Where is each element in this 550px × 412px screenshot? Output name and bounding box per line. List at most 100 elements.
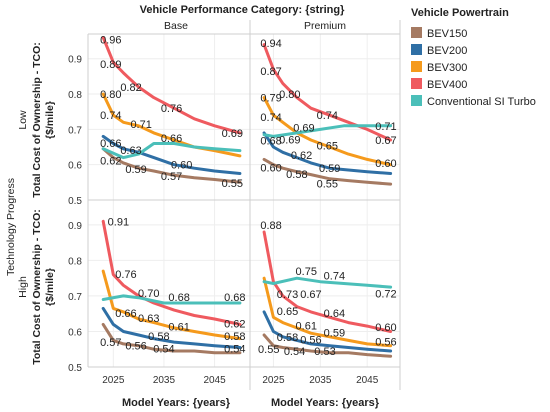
data-label: 0.71 xyxy=(375,121,396,133)
data-label: 0.60 xyxy=(171,160,192,172)
data-label: 0.87 xyxy=(260,66,281,78)
series-line-bev400 xyxy=(262,230,393,333)
series-line-bev300 xyxy=(262,276,393,348)
xlabel-base: Model Years: {years} xyxy=(122,397,231,409)
row-label-high: High xyxy=(17,276,29,298)
ylabel-high-line2: {$/mile} xyxy=(44,268,56,306)
data-label: 0.65 xyxy=(277,306,298,318)
data-label: 0.70 xyxy=(138,288,159,300)
data-label: 0.66 xyxy=(100,138,121,150)
data-label: 0.88 xyxy=(260,220,281,232)
series-line-conventional-si-turbo xyxy=(101,294,242,305)
data-label: 0.56 xyxy=(300,334,321,346)
data-label: 0.80 xyxy=(100,89,121,101)
ylabel-low-line2: {$/mile} xyxy=(44,101,56,139)
data-label: 0.55 xyxy=(222,178,243,190)
data-label: 0.58 xyxy=(286,169,307,181)
data-label: 0.67 xyxy=(375,135,396,147)
x-tick-label: 2025 xyxy=(262,375,285,386)
data-label: 0.63 xyxy=(120,145,141,157)
column-label-premium: Premium xyxy=(304,20,346,32)
legend-swatch-bev200 xyxy=(411,44,422,55)
series-line-bev300 xyxy=(262,96,393,167)
data-label: 0.74 xyxy=(100,110,121,122)
y-tick-label: 0.8 xyxy=(68,90,82,101)
column-label-base: Base xyxy=(164,20,188,32)
data-label: 0.73 xyxy=(277,289,298,301)
data-label: 0.62 xyxy=(100,155,121,167)
data-label: 0.61 xyxy=(168,321,189,333)
series-line-bev400 xyxy=(101,36,242,135)
data-label: 0.57 xyxy=(161,171,182,183)
data-label: 0.53 xyxy=(314,346,335,358)
data-label: 0.74 xyxy=(324,271,345,283)
data-label: 0.69 xyxy=(279,134,300,146)
series-line-bev200 xyxy=(262,310,393,353)
legend-label-conventional-si-turbo: Conventional SI Turbo xyxy=(427,96,536,108)
legend-label-bev400: BEV400 xyxy=(427,79,467,91)
legend-title: Vehicle Powertrain xyxy=(411,7,509,19)
series-line-bev200 xyxy=(262,131,393,175)
row-header: Technology Progress xyxy=(5,178,17,276)
data-label: 0.61 xyxy=(296,320,317,332)
panel-high-premium: 0.88 0.75 0.74 0.72 0.73 0.670.65 0.64 0.60 0.61… xyxy=(250,200,400,368)
data-label: 0.68 xyxy=(224,292,245,304)
legend-swatch-bev150 xyxy=(411,27,422,38)
series-line-bev150 xyxy=(262,333,393,358)
data-label: 0.82 xyxy=(120,82,141,94)
series-line-bev300 xyxy=(101,269,242,341)
data-label: 0.91 xyxy=(108,216,129,228)
data-label: 0.54 xyxy=(284,346,305,358)
legend-swatch-conventional-si-turbo xyxy=(411,95,422,106)
series-line-conventional-si-turbo xyxy=(262,276,393,289)
data-label: 0.71 xyxy=(130,119,151,131)
series-line-bev200 xyxy=(101,306,242,349)
series-line-bev200 xyxy=(101,134,242,175)
data-label: 0.54 xyxy=(224,344,245,356)
data-label: 0.64 xyxy=(324,308,345,320)
y-tick-label: 0.7 xyxy=(68,125,82,136)
data-label: 0.58 xyxy=(277,332,298,344)
series-line-bev150 xyxy=(262,157,393,186)
data-label: 0.60 xyxy=(375,322,396,334)
y-tick-label: 0.5 xyxy=(68,196,82,207)
y-tick-label: 0.7 xyxy=(68,292,82,303)
data-label: 0.59 xyxy=(319,163,340,175)
series-line-bev400 xyxy=(101,219,242,326)
y-tick-label: 0.5 xyxy=(68,363,82,374)
data-label: 0.59 xyxy=(324,328,345,340)
data-label: 0.74 xyxy=(260,112,281,124)
data-label: 0.57 xyxy=(100,337,121,349)
data-label: 0.56 xyxy=(125,341,146,353)
legend-label-bev300: BEV300 xyxy=(427,62,467,74)
data-label: 0.75 xyxy=(296,266,317,278)
data-label: 0.59 xyxy=(125,164,146,176)
y-tick-label: 0.9 xyxy=(68,55,82,66)
data-label: 0.60 xyxy=(260,163,281,175)
series-line-conventional-si-turbo xyxy=(262,124,393,138)
data-label: 0.76 xyxy=(161,103,182,115)
data-label: 0.74 xyxy=(317,110,338,122)
ylabel-high-line1: Total Cost of Ownership - TCO: xyxy=(31,209,43,365)
row-label-low: Low xyxy=(17,110,29,130)
data-label: 0.66 xyxy=(161,133,182,145)
data-label: 0.68 xyxy=(168,292,189,304)
data-label: 0.76 xyxy=(115,269,136,281)
data-label: 0.56 xyxy=(375,336,396,348)
legend-label-bev150: BEV150 xyxy=(427,28,467,40)
data-label: 0.55 xyxy=(317,178,338,190)
y-tick-label: 0.6 xyxy=(68,161,82,172)
x-tick-label: 2035 xyxy=(309,375,332,386)
data-label: 0.96 xyxy=(100,34,121,46)
y-tick-label: 0.9 xyxy=(68,221,82,232)
x-tick-label: 2045 xyxy=(203,375,226,386)
data-label: 0.54 xyxy=(153,344,174,356)
data-label: 0.69 xyxy=(222,128,243,140)
data-label: 0.62 xyxy=(291,150,312,162)
data-label: 0.69 xyxy=(293,123,314,135)
data-label: 0.68 xyxy=(260,136,281,148)
x-tick-label: 2045 xyxy=(356,375,379,386)
data-label: 0.89 xyxy=(100,59,121,71)
data-label: 0.63 xyxy=(138,313,159,325)
data-label: 0.62 xyxy=(224,318,245,330)
